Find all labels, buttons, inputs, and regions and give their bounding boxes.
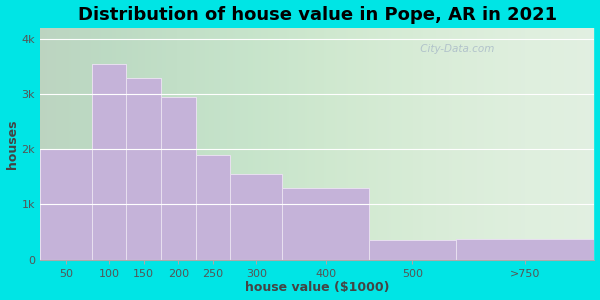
Bar: [369, 240, 456, 260]
Bar: [196, 155, 230, 260]
Bar: [369, 240, 456, 260]
Bar: [283, 188, 369, 260]
Bar: [456, 239, 595, 260]
Bar: [230, 174, 283, 260]
Y-axis label: houses: houses: [5, 119, 19, 169]
Bar: [92, 64, 127, 260]
Bar: [161, 97, 196, 260]
Title: Distribution of house value in Pope, AR in 2021: Distribution of house value in Pope, AR …: [77, 6, 557, 24]
X-axis label: house value ($1000): house value ($1000): [245, 281, 389, 294]
Text: City-Data.com: City-Data.com: [417, 44, 494, 54]
Bar: [127, 77, 161, 260]
Bar: [283, 188, 369, 260]
Bar: [127, 77, 161, 260]
Bar: [40, 149, 92, 260]
Bar: [161, 97, 196, 260]
Bar: [40, 149, 92, 260]
Bar: [456, 239, 595, 260]
Bar: [92, 64, 127, 260]
Bar: [230, 174, 283, 260]
Bar: [196, 155, 230, 260]
